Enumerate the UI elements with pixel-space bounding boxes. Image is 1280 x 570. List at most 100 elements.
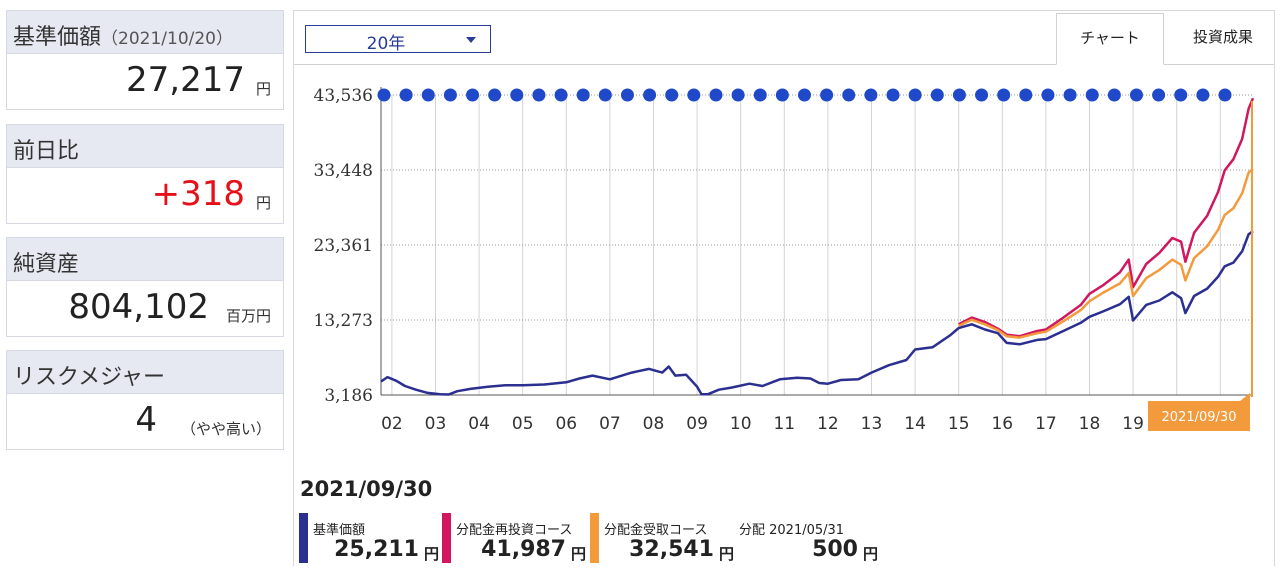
legend-dividend-name: 分配 2021/05/31 bbox=[739, 523, 845, 538]
dividend-marker bbox=[975, 88, 989, 102]
stat-nav-header: 基準価額（2021/10/20） bbox=[6, 10, 284, 54]
dividend-marker bbox=[399, 88, 413, 102]
change-unit: 円 bbox=[255, 194, 271, 212]
chart-panel: 20年 チャート 投資成果 3,186 13,273 23,361 33,448 43,… bbox=[293, 10, 1275, 566]
dividend-marker bbox=[1196, 88, 1210, 102]
dividend-marker bbox=[1218, 88, 1232, 102]
dividend-marker bbox=[620, 88, 634, 102]
stat-change-header: 前日比 bbox=[6, 124, 284, 168]
risk-unit: （やや高い） bbox=[180, 420, 271, 438]
legend-nav-unit: 円 bbox=[423, 545, 439, 563]
dividend-marker bbox=[864, 88, 878, 102]
legend-dividend-value: 500 bbox=[812, 537, 858, 562]
dividend-marker bbox=[488, 88, 502, 102]
cursor-label-box bbox=[1148, 401, 1250, 431]
dividend-marker bbox=[466, 88, 480, 102]
assets-value: 804,102 bbox=[68, 287, 209, 327]
stat-assets-body: 804,102 百万円 bbox=[6, 281, 284, 337]
dividend-marker bbox=[687, 88, 701, 102]
dividend-marker bbox=[731, 88, 745, 102]
tab-performance[interactable]: 投資成果 bbox=[1192, 28, 1253, 46]
dividend-marker bbox=[598, 88, 612, 102]
assets-label: 純資産 bbox=[13, 252, 80, 277]
dividend-marker bbox=[709, 88, 723, 102]
x-tick-label: 07 bbox=[599, 414, 621, 434]
tab-divider bbox=[294, 64, 1274, 65]
dividend-marker bbox=[775, 88, 789, 102]
x-tick-label: 05 bbox=[512, 414, 534, 434]
dividend-marker bbox=[1063, 88, 1077, 102]
stat-risk-header: リスクメジャー bbox=[6, 350, 284, 394]
dividend-marker bbox=[1085, 88, 1099, 102]
legend-nav-swatch bbox=[299, 513, 308, 563]
stat-risk-body: 4 （やや高い） bbox=[6, 394, 284, 450]
dividend-marker bbox=[1041, 88, 1055, 102]
dividend-marker bbox=[1107, 88, 1121, 102]
period-select-label: 20年 bbox=[366, 34, 406, 54]
dividend-marker bbox=[842, 88, 856, 102]
legend-reinvest-swatch bbox=[442, 513, 451, 563]
y-tick-label: 3,186 bbox=[324, 386, 373, 406]
period-select[interactable]: 20年 bbox=[305, 25, 491, 54]
legend-reinvest-value: 41,987 bbox=[481, 537, 566, 562]
dividend-marker bbox=[421, 88, 435, 102]
legend-receive-value: 32,541 bbox=[629, 537, 714, 562]
legend-dividend-unit: 円 bbox=[862, 545, 878, 563]
y-tick-label: 13,273 bbox=[314, 311, 373, 331]
legend-receive-name: 分配金受取コース bbox=[604, 523, 708, 538]
x-tick-label: 03 bbox=[425, 414, 447, 434]
series-line-1 bbox=[958, 97, 1255, 338]
y-tick-label: 23,361 bbox=[314, 236, 373, 256]
x-tick-label: 06 bbox=[555, 414, 577, 434]
legend-reinvest-name: 分配金再投資コース bbox=[456, 523, 573, 538]
x-tick-label: 19 bbox=[1122, 414, 1144, 434]
x-tick-label: 08 bbox=[643, 414, 665, 434]
chevron-down-icon bbox=[466, 37, 476, 43]
legend-date: 2021/09/30 bbox=[300, 477, 433, 501]
dividend-marker bbox=[643, 88, 657, 102]
dividend-marker bbox=[1174, 88, 1188, 102]
dividend-marker bbox=[554, 88, 568, 102]
dividend-marker bbox=[665, 88, 679, 102]
legend-receive-swatch bbox=[590, 513, 599, 563]
dividend-marker bbox=[1019, 88, 1033, 102]
cursor-label-pointer bbox=[1240, 393, 1250, 401]
series-line-2 bbox=[958, 167, 1254, 339]
nav-label: 基準価額（2021/10/20） bbox=[13, 25, 233, 50]
dividend-marker bbox=[753, 88, 767, 102]
y-tick-label: 43,536 bbox=[314, 86, 373, 106]
x-tick-label: 15 bbox=[948, 414, 970, 434]
nav-date: （2021/10/20） bbox=[101, 29, 233, 49]
x-tick-label: 04 bbox=[468, 414, 490, 434]
dividend-marker bbox=[886, 88, 900, 102]
dividend-marker bbox=[510, 88, 524, 102]
legend-dividend: 分配 2021/05/31 500 円 bbox=[728, 513, 878, 563]
stat-nav-body: 27,217 円 bbox=[6, 54, 284, 110]
risk-value: 4 bbox=[135, 400, 157, 440]
line-chart: 3,186 13,273 23,361 33,448 43,536 02 03 04 05 06 0… bbox=[314, 86, 1255, 434]
legend-reinvest-unit: 円 bbox=[570, 545, 586, 563]
change-label: 前日比 bbox=[13, 139, 80, 164]
legend-nav-value: 25,211 bbox=[334, 537, 419, 562]
legend-receive: 分配金受取コース 32,541 円 bbox=[590, 513, 734, 563]
assets-unit: 百万円 bbox=[225, 307, 271, 325]
dividend-marker bbox=[532, 88, 546, 102]
dividend-marker bbox=[1129, 88, 1143, 102]
dividend-marker bbox=[997, 88, 1011, 102]
cursor-label-text: 2021/09/30 bbox=[1162, 410, 1237, 425]
dividend-marker bbox=[377, 88, 391, 102]
tab-chart[interactable]: チャート bbox=[1056, 13, 1164, 65]
dividend-marker bbox=[930, 88, 944, 102]
x-tick-label: 14 bbox=[904, 414, 926, 434]
x-tick-label: 09 bbox=[686, 414, 708, 434]
series-line-0 bbox=[380, 230, 1254, 396]
nav-value: 27,217 bbox=[126, 60, 245, 100]
dividend-marker bbox=[798, 88, 811, 102]
y-tick-label: 33,448 bbox=[314, 161, 373, 181]
legend-reinvest: 分配金再投資コース 41,987 円 bbox=[442, 513, 586, 563]
dividend-marker bbox=[1152, 88, 1166, 102]
legend-receive-unit: 円 bbox=[718, 545, 734, 563]
legend-nav: 基準価額 25,211 円 bbox=[299, 513, 439, 563]
dividend-marker bbox=[443, 88, 457, 102]
x-tick-label: 12 bbox=[817, 414, 839, 434]
